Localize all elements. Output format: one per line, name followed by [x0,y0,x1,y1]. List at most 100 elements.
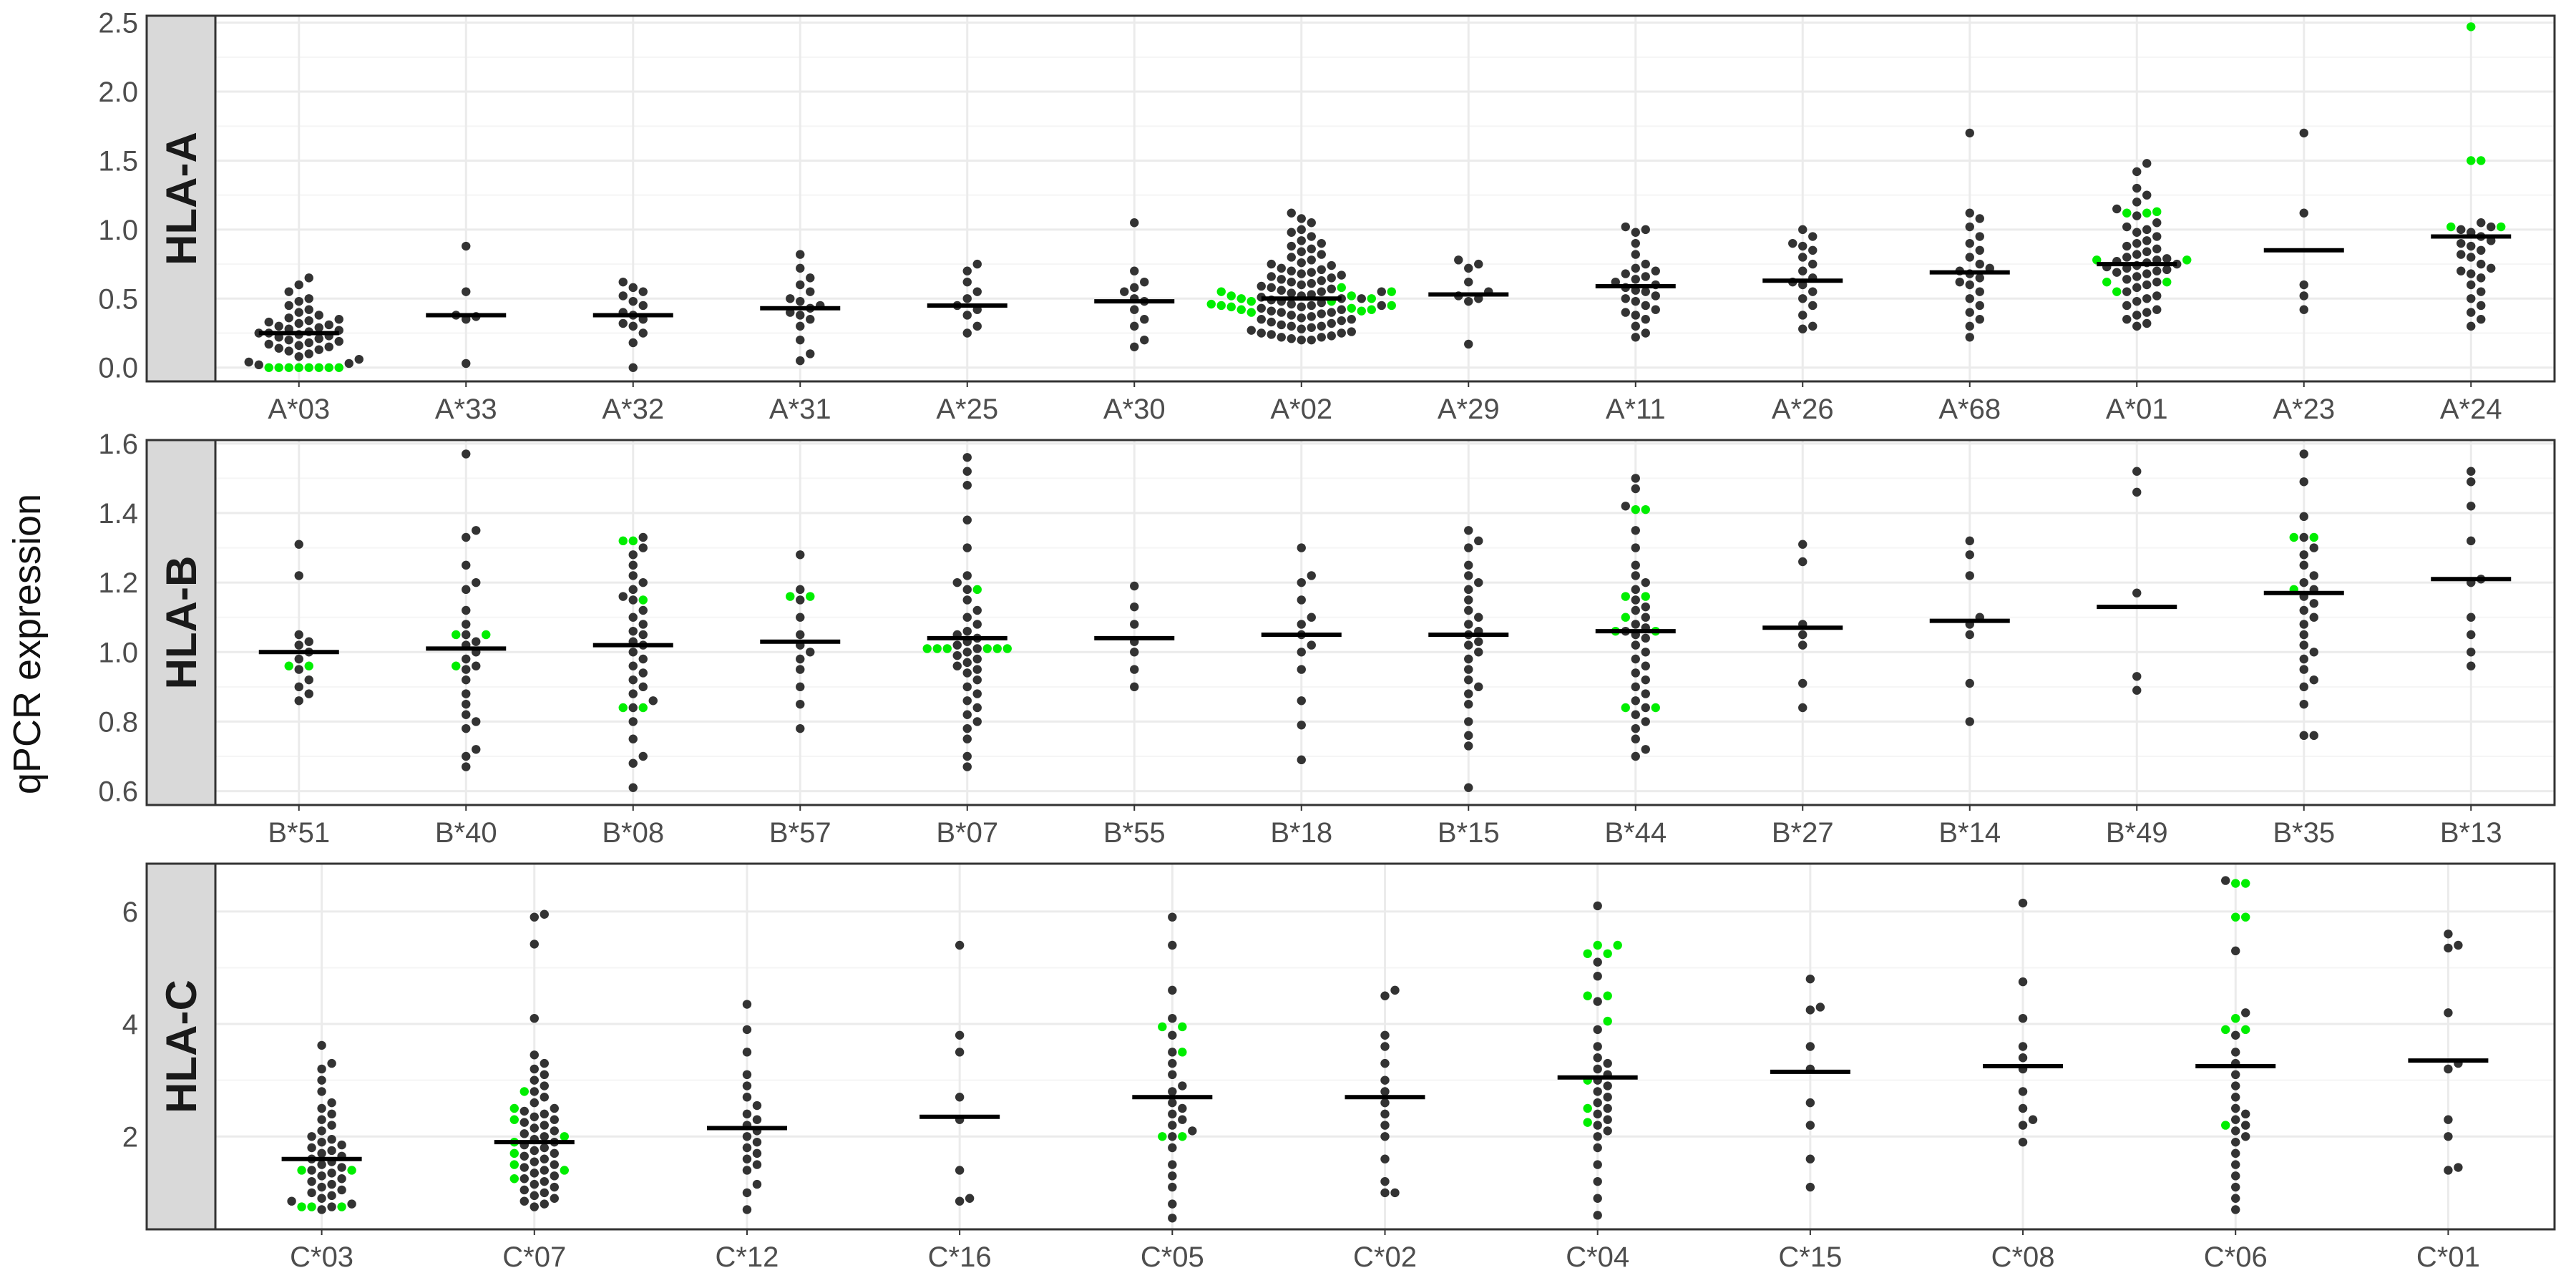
x-tick-label: C*02 [1353,1241,1417,1273]
data-point [462,689,471,698]
highlight-point [806,592,815,601]
data-point [1287,334,1296,343]
data-point [1267,283,1276,293]
x-tick-label: B*14 [1938,817,2001,849]
data-point [1965,280,1974,290]
data-point [2299,630,2308,640]
data-point [955,1030,965,1040]
data-point [796,682,805,692]
data-point [462,699,471,709]
data-point [1168,912,1177,922]
data-point [1641,633,1650,643]
highlight-point [452,661,461,670]
data-point [462,449,471,459]
data-point [1631,595,1640,605]
data-point [2309,543,2318,552]
data-point [1808,259,1818,269]
data-point [2018,1087,2028,1096]
data-point [294,665,303,674]
data-point [638,328,648,338]
y-tick-label: 0.6 [98,776,138,808]
data-point [1130,218,1139,228]
x-tick-label: A*29 [1438,394,1500,425]
data-point [1357,294,1366,303]
data-point [972,703,982,713]
data-point [540,1188,549,1198]
data-point [2132,272,2142,281]
data-point [317,1205,326,1214]
y-tick-label: 1.4 [98,498,138,530]
highlight-point [2112,287,2122,296]
data-point [1805,1154,1815,1163]
data-point [2299,532,2308,542]
data-point [287,1196,296,1206]
x-tick-label: C*08 [1991,1241,2055,1273]
data-point [1297,269,1306,278]
data-point [462,751,471,761]
data-point [1337,270,1346,280]
data-point [1267,306,1276,316]
highlight-point [307,1202,316,1211]
data-point [530,1157,539,1166]
data-point [1603,1058,1612,1068]
data-point [2299,620,2308,629]
data-point [1965,678,1974,688]
data-point [1120,287,1129,296]
data-point [1168,1087,1177,1096]
data-point [1593,1109,1602,1119]
highlight-point [1158,1022,1167,1032]
data-point [324,320,333,330]
data-point [1287,299,1296,309]
data-point [1380,991,1390,1000]
data-point [1297,214,1306,223]
data-point [337,1163,346,1172]
data-point [1380,1098,1390,1108]
data-point [1593,1121,1602,1130]
data-point [638,577,648,587]
y-tick-label: 4 [122,1009,138,1040]
data-point [2018,1042,2028,1051]
data-point [638,301,648,311]
data-point [972,620,982,629]
data-point [264,339,273,349]
data-point [638,605,648,615]
data-point [462,560,471,570]
data-point [742,1000,752,1009]
data-point [1327,308,1336,317]
data-point [1130,305,1139,314]
data-point [1267,259,1276,269]
highlight-point [932,644,942,653]
data-point [742,1081,752,1091]
data-point [1380,1087,1390,1096]
data-point [519,1118,529,1127]
data-point [972,665,982,674]
x-tick-label: A*25 [936,394,998,425]
data-point [294,296,303,306]
data-point [1464,689,1473,698]
data-point [1805,1121,1815,1130]
data-point [638,682,648,692]
panel-border [214,14,2556,383]
data-point [972,605,982,615]
data-point [752,1160,762,1169]
data-point [2467,467,2476,476]
x-tick-label: A*03 [268,394,330,425]
data-point [1798,241,1807,251]
data-point [1593,1211,1602,1220]
data-point [2142,269,2152,278]
x-tick-label: B*27 [1772,817,1834,849]
data-point [1474,637,1483,646]
data-point [1307,244,1316,254]
data-point [2299,128,2308,138]
data-point [1168,1098,1177,1108]
data-point [1380,1176,1390,1186]
data-point [742,1132,752,1141]
data-point [1965,308,1974,317]
data-point [327,1135,336,1144]
data-point [1474,259,1483,269]
data-point [2299,699,2308,709]
data-point [1798,266,1807,275]
data-point [1297,648,1306,657]
data-point [317,1087,326,1096]
data-point [1631,654,1640,664]
